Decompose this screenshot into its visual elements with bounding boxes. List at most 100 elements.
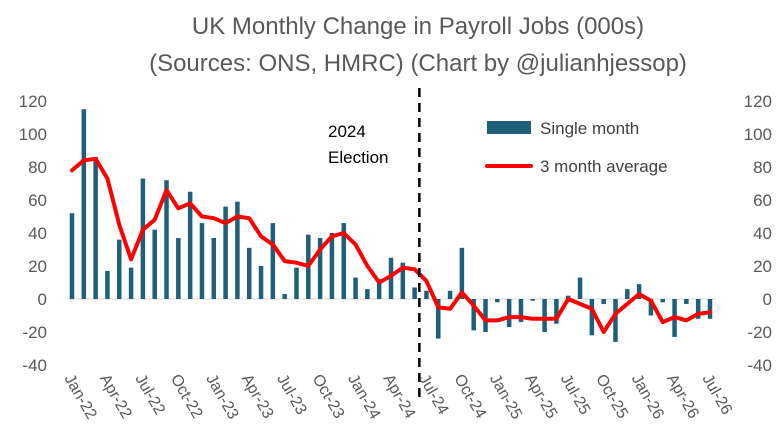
bar-Feb-23 [223, 206, 228, 299]
bar-Jun-23 [270, 223, 276, 299]
bar-Jun-24 [412, 287, 417, 299]
three-month-average-line [70, 156, 712, 334]
bar-Jan-22 [69, 213, 75, 299]
bar-Aug-24 [436, 299, 441, 339]
y-axis-left: -40 -20 0 20 40 60 80 100 120 [19, 92, 47, 375]
y-tick-label-right: 100 [744, 125, 772, 144]
x-tick-label: Apr-24 [380, 372, 419, 422]
bar-Nov-24 [471, 299, 476, 331]
x-tick-label: Jan-22 [61, 372, 100, 423]
bar-Oct-24 [459, 247, 465, 299]
x-tick-label: Oct-23 [309, 372, 348, 422]
x-tick-label: Jan-23 [202, 372, 241, 423]
bar-Jul-26 [707, 299, 713, 319]
x-tick-label: Apr-23 [238, 372, 277, 422]
x-tick-label: Jan-24 [344, 372, 383, 423]
bar-Jan-25 [495, 299, 500, 303]
y-tick-label-left: 40 [28, 224, 47, 243]
x-tick-label: Apr-22 [96, 372, 135, 422]
bar-Mar-23 [235, 201, 240, 299]
legend: Single month 3 month average [485, 119, 668, 176]
x-tick-label: Oct-22 [167, 372, 206, 422]
bar-Nov-25 [613, 299, 618, 342]
x-tick-label: Jul-23 [273, 372, 310, 418]
bar-Aug-23 [294, 267, 299, 299]
y-tick-label-right: 0 [763, 290, 772, 309]
bar-Dec-25 [625, 289, 630, 299]
y-tick-label-left: 120 [19, 92, 47, 111]
bar-Sep-24 [447, 290, 453, 299]
bar-Sep-22 [164, 180, 169, 299]
x-tick-label: Jul-22 [131, 372, 168, 418]
bar-Dec-24 [483, 299, 488, 332]
bar-Oct-23 [317, 237, 323, 299]
bar-series [69, 109, 713, 342]
bar-Feb-25 [506, 299, 512, 328]
bar-Aug-25 [577, 277, 583, 299]
bar-Oct-22 [176, 237, 181, 299]
x-axis-labels: Jan-22Apr-22Jul-22Oct-22Jan-23Apr-23Jul-… [61, 372, 736, 423]
bar-Jan-24 [353, 277, 358, 299]
y-tick-label-left: 0 [38, 290, 47, 309]
bar-Apr-23 [246, 247, 252, 299]
y-tick-label-right: 60 [753, 191, 772, 210]
chart-title: UK Monthly Change in Payroll Jobs (000s) [192, 13, 644, 40]
bar-Sep-25 [589, 299, 595, 336]
bar-Feb-24 [365, 289, 370, 299]
x-tick-label: Jan-25 [486, 372, 525, 423]
legend-swatch-single-month [487, 121, 531, 134]
bar-Mar-22 [93, 157, 98, 299]
x-tick-label: Jul-25 [557, 372, 594, 418]
bar-Mar-25 [518, 299, 524, 323]
bar-Jul-23 [282, 294, 287, 299]
y-tick-label-right: 40 [753, 224, 772, 243]
bar-May-26 [684, 299, 689, 304]
election-annotation-year: 2024 [328, 122, 366, 141]
bar-Dec-22 [199, 223, 205, 299]
bar-Apr-24 [388, 257, 394, 299]
bar-Jun-26 [695, 299, 701, 319]
bar-Apr-22 [105, 270, 110, 299]
y-tick-label-left: 60 [28, 191, 47, 210]
y-tick-label-right: 80 [753, 158, 772, 177]
bar-Nov-22 [187, 191, 193, 299]
x-tick-label: Jan-26 [628, 372, 667, 423]
bar-Feb-22 [81, 109, 87, 299]
bar-Jan-26 [636, 284, 642, 299]
bar-Mar-26 [660, 299, 665, 303]
bar-Apr-25 [530, 299, 536, 301]
bar-Jul-24 [424, 290, 429, 299]
y-tick-label-left: -40 [22, 356, 47, 375]
y-tick-label-right: 20 [753, 257, 772, 276]
y-tick-label-left: 20 [28, 257, 47, 276]
bar-May-23 [258, 266, 264, 299]
bar-Jun-25 [554, 299, 559, 324]
bar-Nov-23 [329, 233, 335, 299]
bar-Jun-22 [128, 267, 134, 299]
bar-Jan-23 [211, 237, 217, 299]
bar-May-22 [117, 239, 122, 299]
chart-subtitle: (Sources: ONS, HMRC) (Chart by @julianhj… [149, 50, 687, 77]
y-tick-label-left: 100 [19, 125, 47, 144]
x-tick-label: Oct-24 [450, 372, 489, 422]
bar-Feb-26 [648, 299, 654, 316]
legend-label-3-month-average: 3 month average [540, 157, 668, 176]
x-tick-label: Apr-26 [663, 372, 702, 422]
x-tick-label: Jul-26 [699, 372, 736, 418]
bar-Jul-22 [140, 178, 146, 299]
y-tick-label-left: -20 [22, 323, 47, 342]
y-tick-label-right: 120 [744, 92, 772, 111]
x-tick-label: Apr-25 [521, 372, 560, 422]
y-tick-label-right: -40 [747, 356, 772, 375]
bar-Mar-24 [376, 279, 382, 299]
bar-May-24 [400, 262, 406, 299]
bar-Oct-25 [601, 299, 606, 304]
bar-Aug-22 [152, 229, 157, 299]
legend-label-single-month: Single month [540, 119, 639, 138]
y-axis-right: -40 -20 0 20 40 60 80 100 120 [744, 92, 772, 375]
y-tick-label-left: 80 [28, 158, 47, 177]
x-tick-label: Oct-25 [592, 372, 631, 422]
election-annotation-label: Election [328, 148, 388, 167]
bar-May-25 [542, 299, 547, 332]
